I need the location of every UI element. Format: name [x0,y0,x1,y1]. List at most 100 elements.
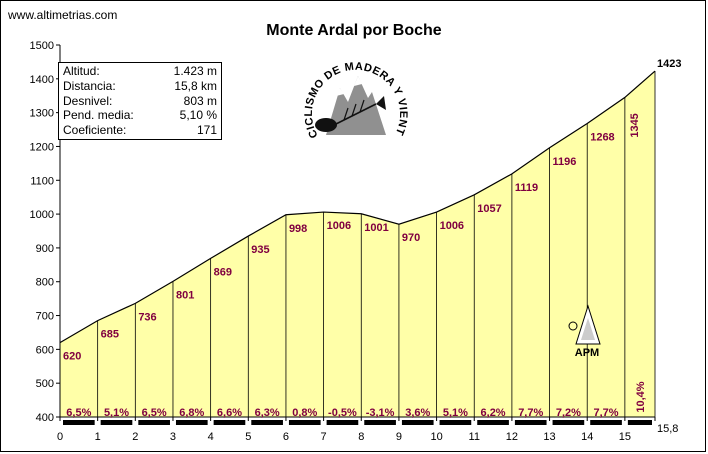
svg-text:APM: APM [575,347,599,359]
elevation-label: 736 [138,311,156,323]
y-tick-label: 400 [36,412,54,424]
elevation-label: 1006 [440,220,464,232]
elevation-label: 1345 [629,113,641,137]
x-tick-label: 9 [396,431,402,443]
info-row: Altitud: 1.423 m [63,64,217,79]
info-value: 171 [196,123,217,138]
y-tick-label: 1100 [30,175,54,187]
gradient-bar [627,420,652,425]
x-tick-label: 4 [208,431,214,443]
info-value: 1.423 m [173,64,217,78]
gradient-bar [138,420,170,425]
gradient-bar [514,420,547,425]
x-tick-label: 15 [619,431,631,443]
elevation-label: 685 [101,329,119,341]
x-tick-label: 5 [245,431,251,443]
y-tick-label: 900 [36,243,54,255]
gradient-bar [251,420,283,425]
gradient-bar [326,420,359,425]
gradient-label: 0,8% [292,407,317,419]
info-label: Altitud: [63,64,100,78]
profile-area [60,71,655,417]
elevation-label: 1268 [590,131,614,143]
info-row: Distancia: 15,8 km [63,79,217,94]
x-tick-label: 13 [543,431,555,443]
gradient-label: 6,5% [142,407,167,419]
elevation-label: 935 [251,244,269,256]
y-tick-label: 800 [36,277,54,289]
site-url: www.altimetrias.com [8,8,118,22]
gradient-bar [100,420,133,425]
elevation-label: 998 [289,223,307,235]
info-value: 803 m [183,93,217,108]
gradient-label: 6,8% [179,407,204,419]
chart-title: Monte Ardal por Boche [266,22,442,39]
y-tick-label: 1200 [30,141,54,153]
y-tick-label: 1500 [30,40,54,52]
gradient-label: 6,3% [255,407,280,419]
gradient-bar [364,420,396,425]
y-tick-label: 1400 [30,74,54,86]
x-tick-label: 2 [132,431,138,443]
x-tick-label: 10 [430,431,442,443]
y-tick-label: 1300 [30,108,54,120]
gradient-bar [590,420,622,425]
gradient-label: 6,5% [66,407,91,419]
gradient-label: -3,1% [366,407,395,419]
elevation-label: 1423 [657,58,681,70]
gradient-label: 5,1% [104,407,129,419]
gradient-label: 7,2% [556,407,581,419]
gradient-label: 10,4% [635,381,647,412]
elevation-label: 620 [63,351,81,363]
gradient-bar [213,420,246,425]
info-value: 5,10 % [179,108,217,123]
x-tick-label: 7 [321,431,327,443]
gradient-label: 6,2% [481,407,506,419]
elevation-label: 869 [214,266,232,278]
gradient-label: 6,6% [217,407,242,419]
info-row: Pend. media: 5,10 % [63,108,217,123]
gradient-bar [439,420,472,425]
gradient-label: 7,7% [594,407,619,419]
info-label: Pend. media: [63,108,134,123]
info-label: Distancia: [63,78,116,93]
x-tick-label: 8 [358,431,364,443]
gradient-label: 3,6% [405,407,430,419]
y-tick-label: 500 [36,378,54,390]
gradient-bar [175,420,208,425]
gradient-label: -0,5% [328,407,357,419]
y-tick-label: 700 [36,311,54,323]
x-tick-label: 3 [170,431,176,443]
x-tick-label: 14 [581,431,593,443]
y-tick-label: 600 [36,344,54,356]
elevation-label: 1001 [364,222,388,234]
gradient-label: 7,7% [518,407,543,419]
elevation-label: 970 [402,232,420,244]
elevation-label: 801 [176,289,194,301]
x-tick-label: 15,8 [657,423,678,435]
gradient-bar [477,420,509,425]
x-tick-label: 0 [57,431,63,443]
x-tick-label: 6 [283,431,289,443]
elevation-label: 1196 [553,156,577,168]
apm-logo: APM [568,304,601,359]
elevation-label: 1119 [515,182,538,194]
elevation-label: 1057 [477,203,501,215]
x-tick-label: 12 [506,431,518,443]
y-tick-label: 1000 [30,209,54,221]
gradient-bar [552,420,585,425]
info-box: Altitud: 1.423 m Distancia: 15,8 km Desnivel… [58,62,222,140]
gradient-bar [401,420,434,425]
x-tick-label: 11 [469,431,480,443]
info-label: Desnivel: [63,93,113,108]
info-row: Desnivel: 803 m [63,94,217,109]
gradient-bar [63,420,95,425]
info-row: Coeficiente: 171 [63,123,217,138]
x-tick-label: 1 [95,431,101,443]
elevation-label: 1006 [327,220,351,232]
gradient-bar [288,420,321,425]
gradient-label: 5,1% [443,407,468,419]
info-value: 15,8 km [174,78,217,93]
